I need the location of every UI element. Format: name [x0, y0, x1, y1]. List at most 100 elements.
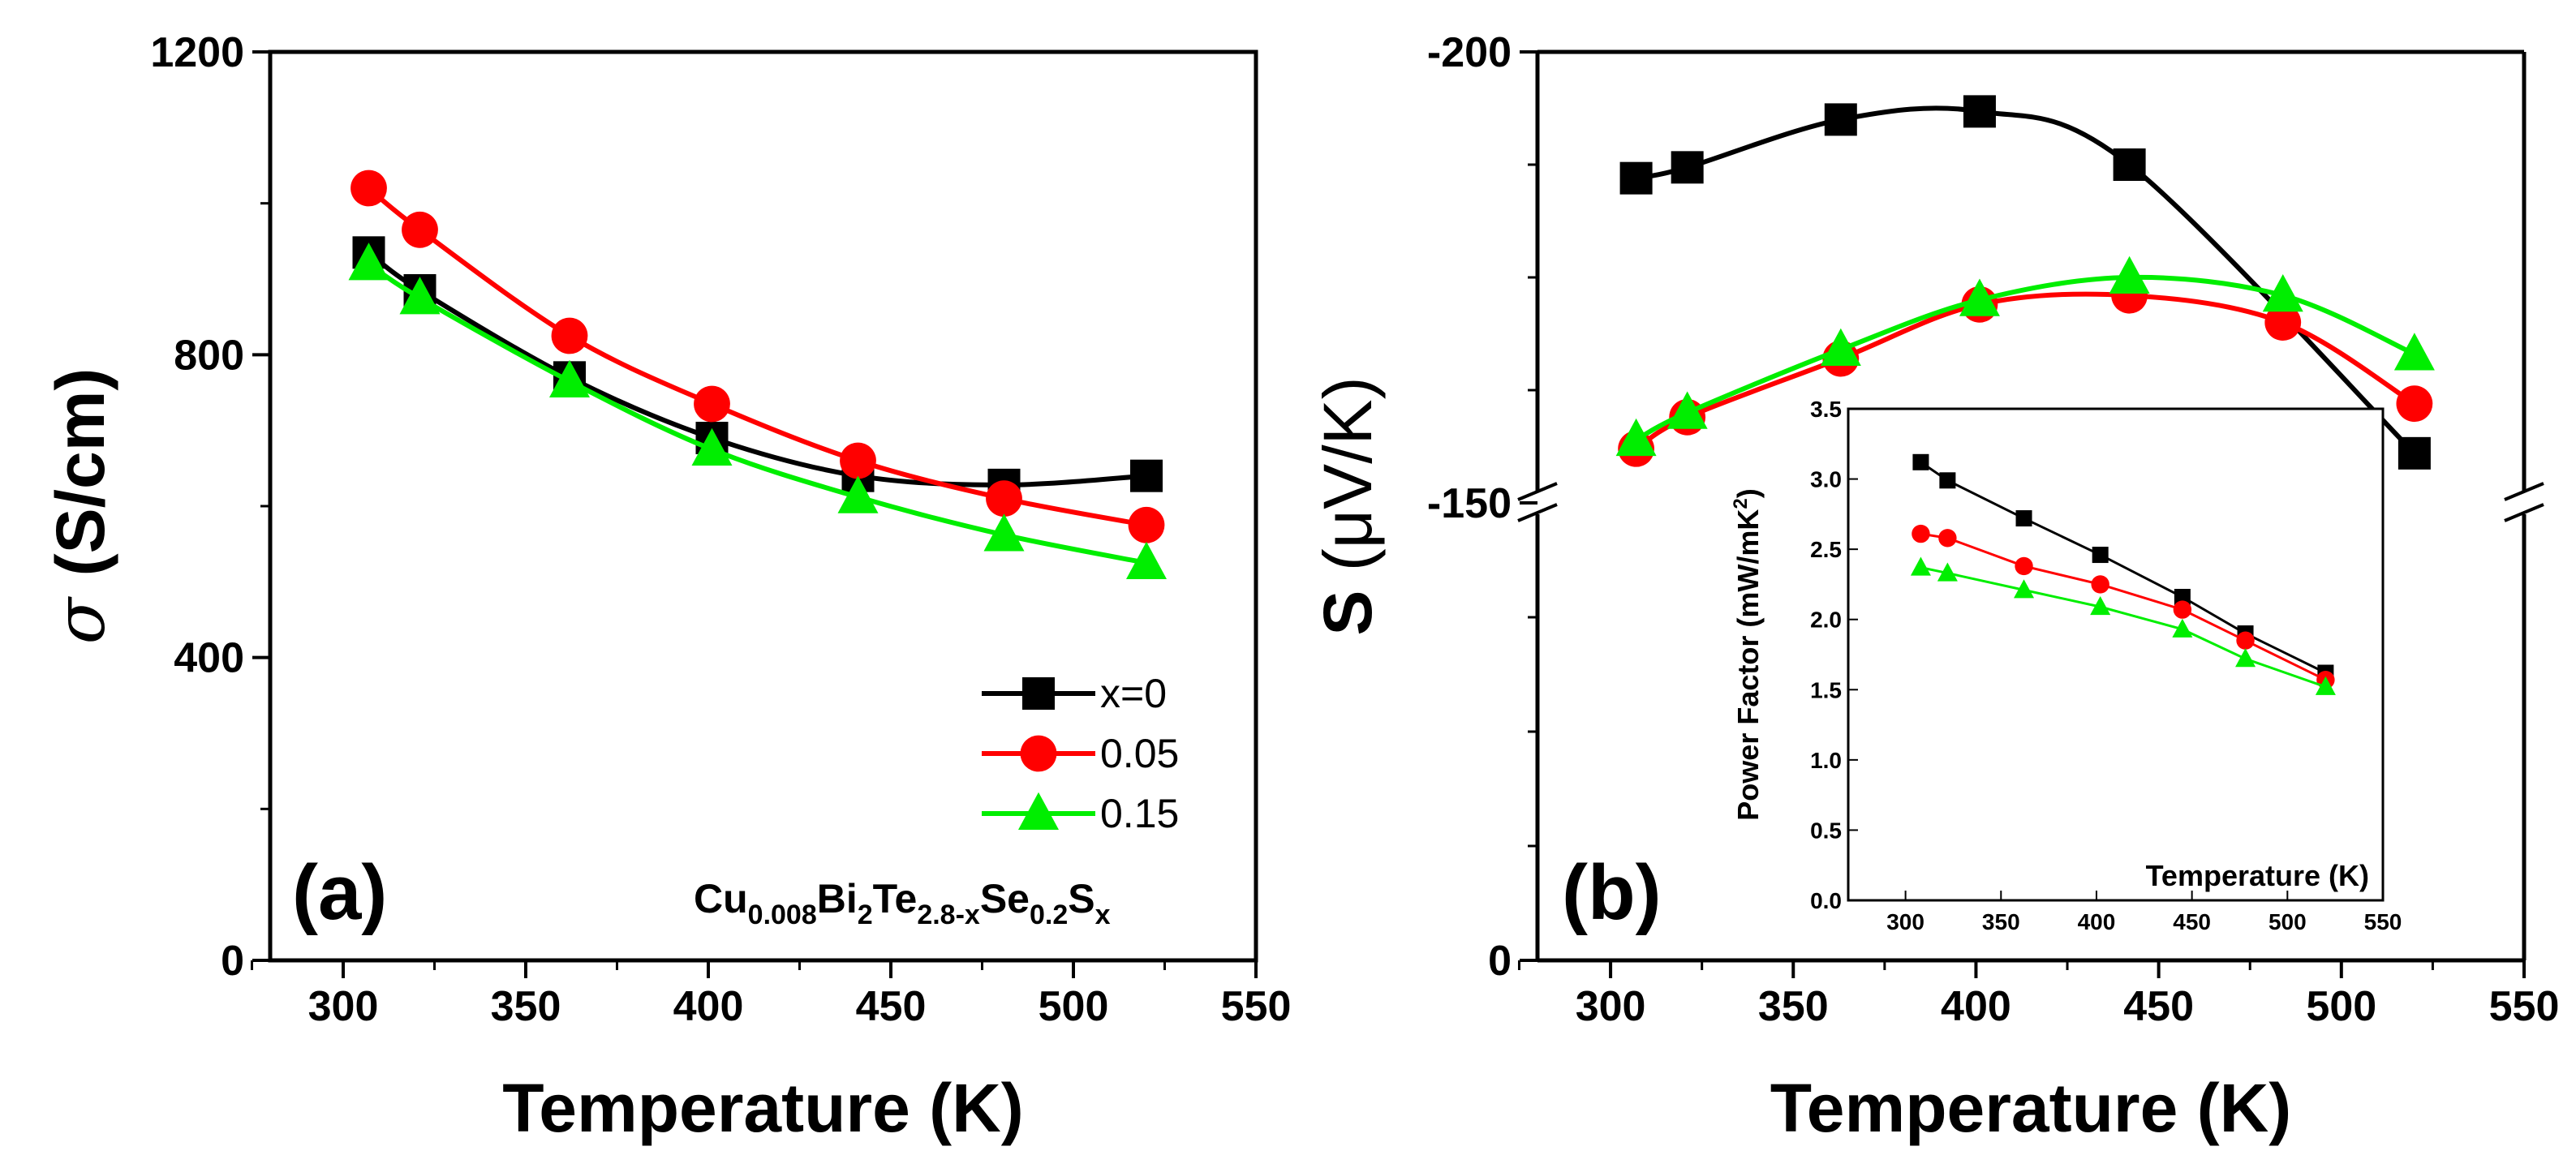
b-xtick-label: 500 — [2306, 983, 2376, 1030]
panel-label: (a) — [292, 849, 387, 936]
y-axis-title: S (μV/K) — [1310, 376, 1386, 635]
data-point-0.15 — [399, 277, 441, 315]
inset-data-point-0.05 — [2091, 575, 2109, 594]
inset-data-point-0.05 — [2015, 556, 2033, 576]
inset-data-point-0.15 — [1937, 562, 1958, 582]
inset-data-point-x=0 — [1912, 453, 1929, 470]
data-point-0.15 — [983, 513, 1025, 552]
b-xtick-label: 550 — [2489, 983, 2560, 1030]
y-tick-label: -200 — [1427, 29, 1512, 76]
series-line-0.05 — [367, 186, 1147, 528]
series-0.15 — [348, 243, 1167, 579]
data-point-0.15 — [2393, 333, 2435, 371]
data-point-0.15 — [691, 427, 733, 466]
data-point-x=0 — [1824, 103, 1857, 136]
axis-break-mark — [2504, 482, 2544, 501]
data-point-x=0 — [1619, 161, 1653, 195]
inset-y-tick-label: 2.0 — [1810, 608, 1842, 633]
inset-data-point-x=0 — [2015, 510, 2032, 527]
data-point-0.05 — [350, 170, 387, 207]
inset-x-tick-label: 500 — [2269, 909, 2307, 934]
composition-formula: Cu0.008Bi2Te2.8-xSe0.2Sx — [694, 876, 1111, 930]
legend-marker-0.15 — [1018, 792, 1059, 830]
series-x=0 — [352, 236, 1163, 501]
inset-y-tick-label: 2.5 — [1810, 537, 1842, 562]
panel-b-seebeck: -200 -150 0 300 350 400 450 500 550 Temperature (… — [1310, 29, 2559, 1146]
inset-y-axis-title: Power Factor (mW/mK2) — [1730, 488, 1765, 820]
inset-y-tick-label: 0.5 — [1810, 818, 1842, 843]
data-point-0.05 — [694, 385, 730, 423]
legend-label-0.05: 0.05 — [1100, 731, 1179, 776]
data-point-0.15 — [1959, 278, 2000, 316]
a-xtick-label: 500 — [1039, 983, 1109, 1030]
b-xtick-label: 300 — [1576, 983, 1646, 1030]
data-point-0.05 — [2396, 385, 2433, 423]
axis-break-mark — [1517, 482, 1558, 501]
y-axis-title: σ (S/cm) — [41, 368, 120, 645]
data-point-x=0 — [1130, 459, 1163, 492]
a-xtick-label: 350 — [491, 983, 561, 1030]
inset-y-tick-label: 1.0 — [1810, 748, 1842, 773]
inset-data-point-0.15 — [2235, 648, 2256, 668]
data-point-0.05 — [402, 211, 438, 248]
inset-y-tick-label: 0.0 — [1810, 888, 1842, 913]
a-xtick-label: 550 — [1221, 983, 1292, 1030]
inset-y-tick-label: 3.0 — [1810, 467, 1842, 492]
series-line-0.15 — [367, 261, 1147, 565]
x-axis-title: Temperature (K) — [502, 1070, 1024, 1146]
y-tick-label: 800 — [174, 332, 244, 379]
inset-y-tick-label: 3.5 — [1810, 397, 1842, 422]
y-tick-label: 0 — [1488, 938, 1512, 985]
series-line-x=0 — [1635, 105, 2417, 455]
y-tick-label: 1200 — [150, 29, 244, 76]
inset-x-tick-label: 400 — [2078, 909, 2116, 934]
data-point-0.15 — [2109, 256, 2150, 294]
y-tick-label: -150 — [1427, 480, 1512, 527]
data-point-0.15 — [1820, 328, 1861, 366]
inset-power-factor: 0.0 0.5 1.0 1.5 2.0 2.5 3.0 3.5 300 350 400 450 500 5… — [1730, 397, 2402, 934]
data-point-0.05 — [2264, 304, 2302, 341]
data-point-0.05 — [1128, 506, 1165, 543]
panel-a-conductivity: 0 400 800 1200 300 350 400 450 500 550 Temperature… — [41, 29, 1291, 1146]
series-0.15 — [1615, 256, 2435, 457]
b-xtick-label: 450 — [2123, 983, 2194, 1030]
data-point-0.05 — [840, 442, 876, 479]
data-point-0.15 — [1666, 391, 1708, 429]
y-tick-label: 0 — [221, 938, 244, 985]
inset-data-point-0.15 — [2090, 596, 2111, 616]
inset-y-tick-label: 1.5 — [1810, 677, 1842, 702]
inset-x-axis-title: Temperature (K) — [2146, 859, 2369, 892]
data-point-0.15 — [348, 243, 389, 281]
inset-data-point-0.15 — [2315, 676, 2336, 695]
a-xtick-label: 400 — [673, 983, 744, 1030]
axis-break-mark — [2504, 503, 2544, 522]
data-point-0.15 — [837, 475, 879, 513]
inset-x-tick-label: 450 — [2173, 909, 2211, 934]
series-0.05 — [350, 170, 1165, 543]
data-point-0.05 — [551, 317, 588, 354]
data-point-0.15 — [549, 359, 590, 397]
inset-data-point-0.05 — [1938, 529, 1957, 548]
a-xtick-label: 450 — [856, 983, 927, 1030]
data-point-0.15 — [1126, 541, 1167, 579]
b-xtick-label: 400 — [1941, 983, 2011, 1030]
panel-label: (b) — [1562, 849, 1662, 936]
inset-data-point-x=0 — [2174, 589, 2191, 606]
data-point-0.15 — [2262, 273, 2303, 312]
inset-x-tick-label: 550 — [2364, 909, 2402, 934]
data-point-0.15 — [1615, 418, 1657, 457]
b-xtick-label: 350 — [1758, 983, 1829, 1030]
inset-series-0.05 — [1912, 524, 2335, 689]
x-axis-title: Temperature (K) — [1770, 1070, 2292, 1146]
axis-break-mark — [1517, 503, 1558, 522]
legend-label-0.15: 0.15 — [1100, 791, 1179, 836]
data-point-0.05 — [986, 480, 1022, 517]
inset-data-point-0.15 — [2014, 579, 2035, 599]
inset-x-tick-label: 350 — [1982, 909, 2020, 934]
y-tick-label: 400 — [174, 635, 244, 682]
data-point-x=0 — [1963, 95, 1996, 128]
inset-data-point-x=0 — [1939, 472, 1956, 489]
series-x=0 — [1619, 95, 2431, 470]
inset-data-point-0.15 — [1910, 556, 1931, 576]
